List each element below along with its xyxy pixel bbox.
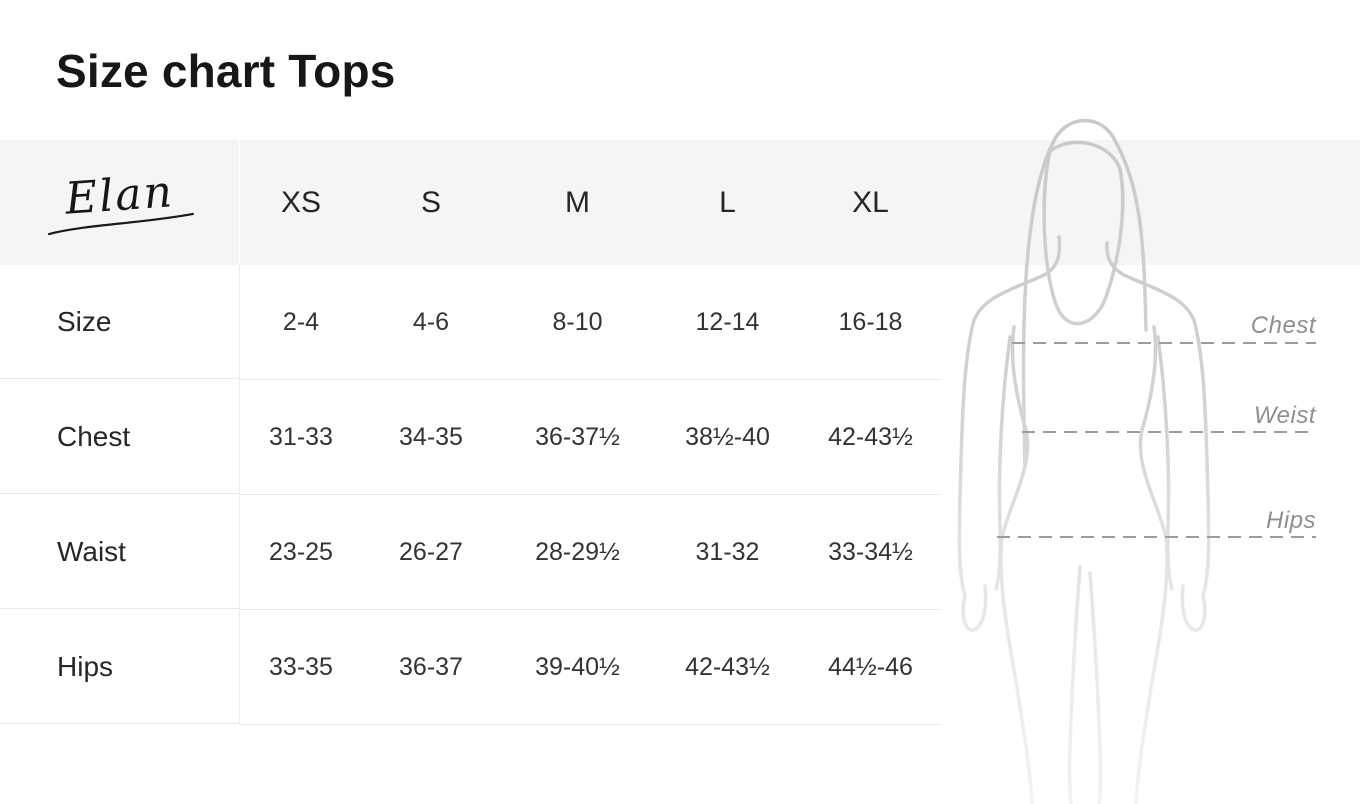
left-inner-leg-line [1067,565,1082,804]
left-torso-outline [999,325,1034,804]
column-header-l: L [719,185,736,219]
chest-xl-value: 42-43½ [800,380,941,495]
chest-l-value: 38½-40 [655,380,800,495]
right-arm-outline [1105,241,1211,598]
brand-logo-cell: Elan [0,140,240,265]
waist-s-value: 26-27 [362,495,500,610]
hair-outline [1021,118,1148,469]
waist-xl-value: 33-34½ [800,495,941,610]
hips-xs-value: 33-35 [240,610,362,725]
hips-l-value: 42-43½ [655,610,800,725]
column-header-xs: XS [280,185,322,219]
hips-s-value: 36-37 [362,610,500,725]
row-label-hips: Hips [0,610,240,724]
brand-logo-text: Elan [62,165,175,225]
size-l-value: 12-14 [655,265,800,380]
left-inner-arm-line [994,335,1012,591]
size-xl-value: 16-18 [800,265,941,380]
waist-m-value: 28-29½ [500,495,655,610]
hips-m-value: 39-40½ [500,610,655,725]
waist-xs-value: 23-25 [240,495,362,610]
right-inner-arm-line [1156,335,1174,591]
size-m-value: 8-10 [500,265,655,380]
right-hand-outline [1180,584,1207,632]
page-title: Size chart Tops [56,45,396,97]
left-arm-outline [957,235,1062,598]
right-inner-leg-line [1088,571,1103,804]
left-hand-outline [961,584,988,632]
size-xs-value: 2-4 [240,265,362,380]
hips-measure-line [997,536,1316,538]
column-header-m: M [565,185,590,219]
row-label-chest: Chest [0,380,240,494]
size-s-value: 4-6 [362,265,500,380]
chest-s-value: 34-35 [362,380,500,495]
waist-measure-label: Weist [1253,402,1316,429]
column-header-s: S [420,185,441,219]
hips-xl-value: 44½-46 [800,610,941,725]
face-outline [1042,140,1125,326]
right-torso-outline [1134,325,1169,804]
row-label-size: Size [0,265,240,379]
waist-l-value: 31-32 [655,495,800,610]
chest-m-value: 36-37½ [500,380,655,495]
waist-measure-line [1022,431,1316,433]
logo-underline-flourish [47,212,194,235]
size-table: Elan XS S M L XL Size 2-4 4-6 8-10 12-14… [0,140,941,725]
row-label-waist: Waist [0,495,240,609]
column-header-xl: XL [852,185,889,219]
female-body-outline-illustration [957,118,1211,804]
chest-xs-value: 31-33 [240,380,362,495]
brand-logo: Elan [43,165,197,236]
chest-measure-label: Chest [1250,312,1316,339]
hips-measure-label: Hips [1265,507,1316,534]
table-header-band [0,140,1360,265]
chest-measure-line [1012,342,1316,344]
